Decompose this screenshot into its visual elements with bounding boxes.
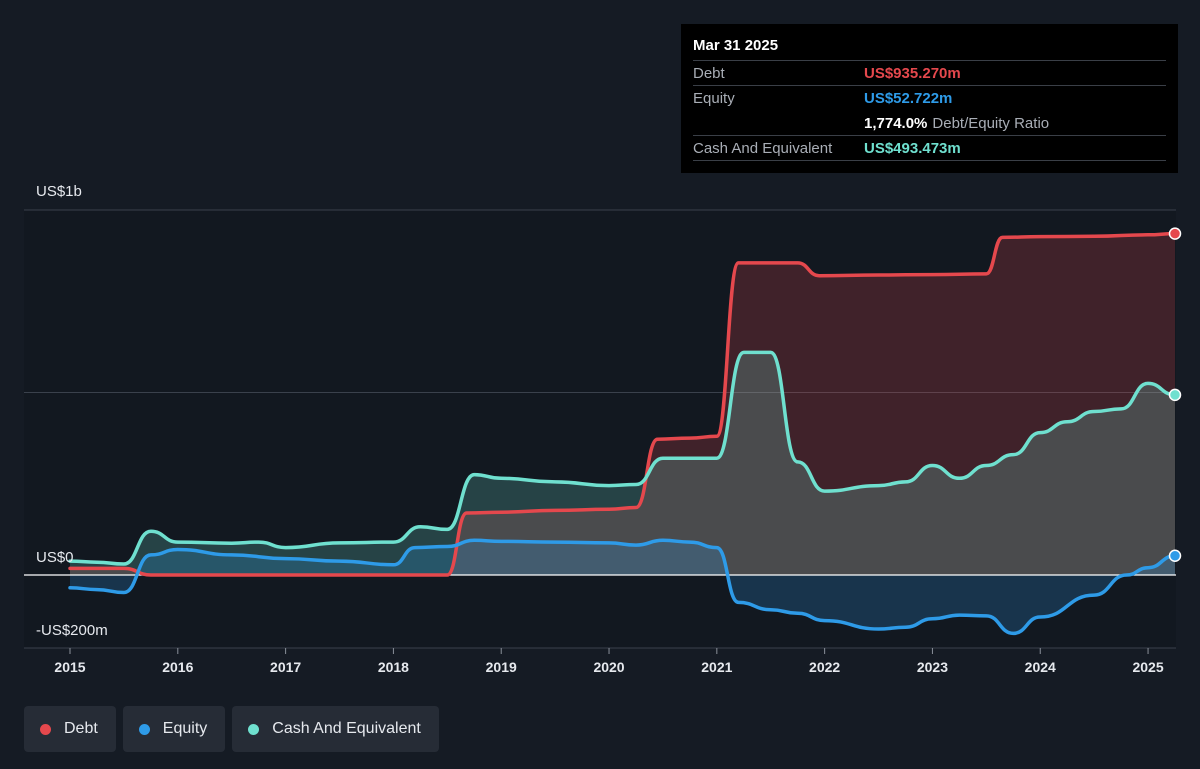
x-tick-label-2017: 2017 (270, 659, 301, 675)
tooltip-equity-label: Equity (693, 89, 735, 107)
x-tick-label-2022: 2022 (809, 659, 840, 675)
tooltip-debt-row: Debt US$935.270m (693, 60, 1166, 85)
legend-dot-cash (248, 723, 260, 735)
legend-item-cash[interactable]: Cash And Equivalent (232, 706, 439, 752)
x-tick-label-2023: 2023 (917, 659, 948, 675)
tooltip-ratio-value: 1,774.0% (864, 114, 928, 132)
area-debt (70, 233, 1175, 575)
y-tick-label-top: US$1b (36, 183, 82, 200)
legend-label-debt: Debt (64, 720, 98, 737)
x-tick-label-2024: 2024 (1025, 659, 1056, 675)
tooltip-cash-value: US$493.473m (864, 139, 961, 157)
tooltip-equity-row: Equity US$52.722m (693, 85, 1166, 110)
line-equity (68, 538, 1177, 636)
line-cash-and-equivalent (68, 350, 1177, 566)
chart-legend: Debt Equity Cash And Equivalent (24, 706, 439, 752)
tooltip-debt-value: US$935.270m (864, 64, 961, 82)
tooltip-equity-value: US$52.722m (864, 89, 953, 107)
legend-label-equity: Equity (162, 720, 208, 737)
x-tick-label-2021: 2021 (701, 659, 732, 675)
x-tick-label-2016: 2016 (162, 659, 193, 675)
tooltip-ratio-label: Debt/Equity Ratio (932, 114, 1050, 132)
legend-dot-debt (40, 723, 51, 735)
area-cash-and-equivalent (70, 352, 1175, 575)
tooltip-date: Mar 31 2025 (693, 37, 779, 54)
legend-item-debt[interactable]: Debt (24, 706, 116, 752)
x-tick-label-2018: 2018 (378, 659, 409, 675)
x-tick-label-2015: 2015 (54, 659, 85, 675)
tooltip-ratio-row: 1,774.0% Debt/Equity Ratio (693, 110, 1166, 135)
x-tick-label-2020: 2020 (593, 659, 624, 675)
y-tick-label-bottom: -US$200m (36, 622, 108, 639)
tooltip-cash-label: Cash And Equivalent (693, 139, 833, 157)
endpoint-debt (1168, 227, 1182, 240)
line-debt (68, 231, 1177, 577)
endpoint-equity (1168, 549, 1182, 563)
y-tick-label-zero: US$0 (36, 549, 74, 566)
legend-item-equity[interactable]: Equity (122, 706, 226, 752)
x-tick-label-2025: 2025 (1132, 659, 1163, 675)
legend-label-cash: Cash And Equivalent (272, 720, 421, 737)
tooltip-cash-row: Cash And Equivalent US$493.473m (693, 135, 1166, 161)
tooltip-debt-label: Debt (693, 64, 725, 82)
legend-dot-equity (138, 723, 150, 735)
chart-tooltip: Mar 31 2025 Debt US$935.270m Equity US$5… (681, 24, 1178, 173)
x-tick-label-2019: 2019 (486, 659, 517, 675)
area-equity (70, 540, 1175, 634)
endpoint-cash-and-equivalent (1168, 388, 1182, 402)
